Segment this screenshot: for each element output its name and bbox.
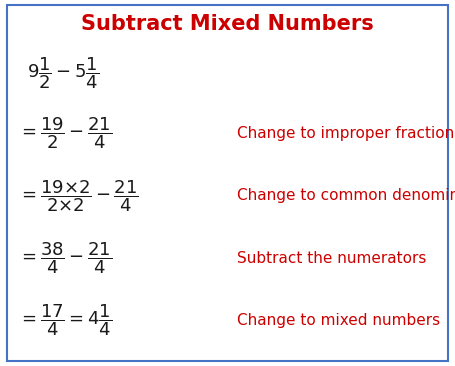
Text: Subtract the numerators: Subtract the numerators [237, 251, 426, 265]
Text: $=\dfrac{19}{2}-\dfrac{21}{4}$: $=\dfrac{19}{2}-\dfrac{21}{4}$ [18, 116, 112, 152]
Text: $=\dfrac{17}{4}=4\dfrac{1}{4}$: $=\dfrac{17}{4}=4\dfrac{1}{4}$ [18, 302, 112, 338]
Text: Change to improper fractions: Change to improper fractions [237, 126, 455, 141]
Text: Change to common denominator: Change to common denominator [237, 188, 455, 203]
Text: $=\dfrac{19{\times}2}{2{\times}2}-\dfrac{21}{4}$: $=\dfrac{19{\times}2}{2{\times}2}-\dfrac… [18, 178, 139, 214]
Text: Change to mixed numbers: Change to mixed numbers [237, 313, 440, 328]
Text: $=\dfrac{38}{4}-\dfrac{21}{4}$: $=\dfrac{38}{4}-\dfrac{21}{4}$ [18, 240, 112, 276]
FancyBboxPatch shape [7, 5, 448, 361]
Text: $9\dfrac{1}{2}-5\dfrac{1}{4}$: $9\dfrac{1}{2}-5\dfrac{1}{4}$ [27, 55, 100, 91]
Text: Subtract Mixed Numbers: Subtract Mixed Numbers [81, 14, 374, 34]
